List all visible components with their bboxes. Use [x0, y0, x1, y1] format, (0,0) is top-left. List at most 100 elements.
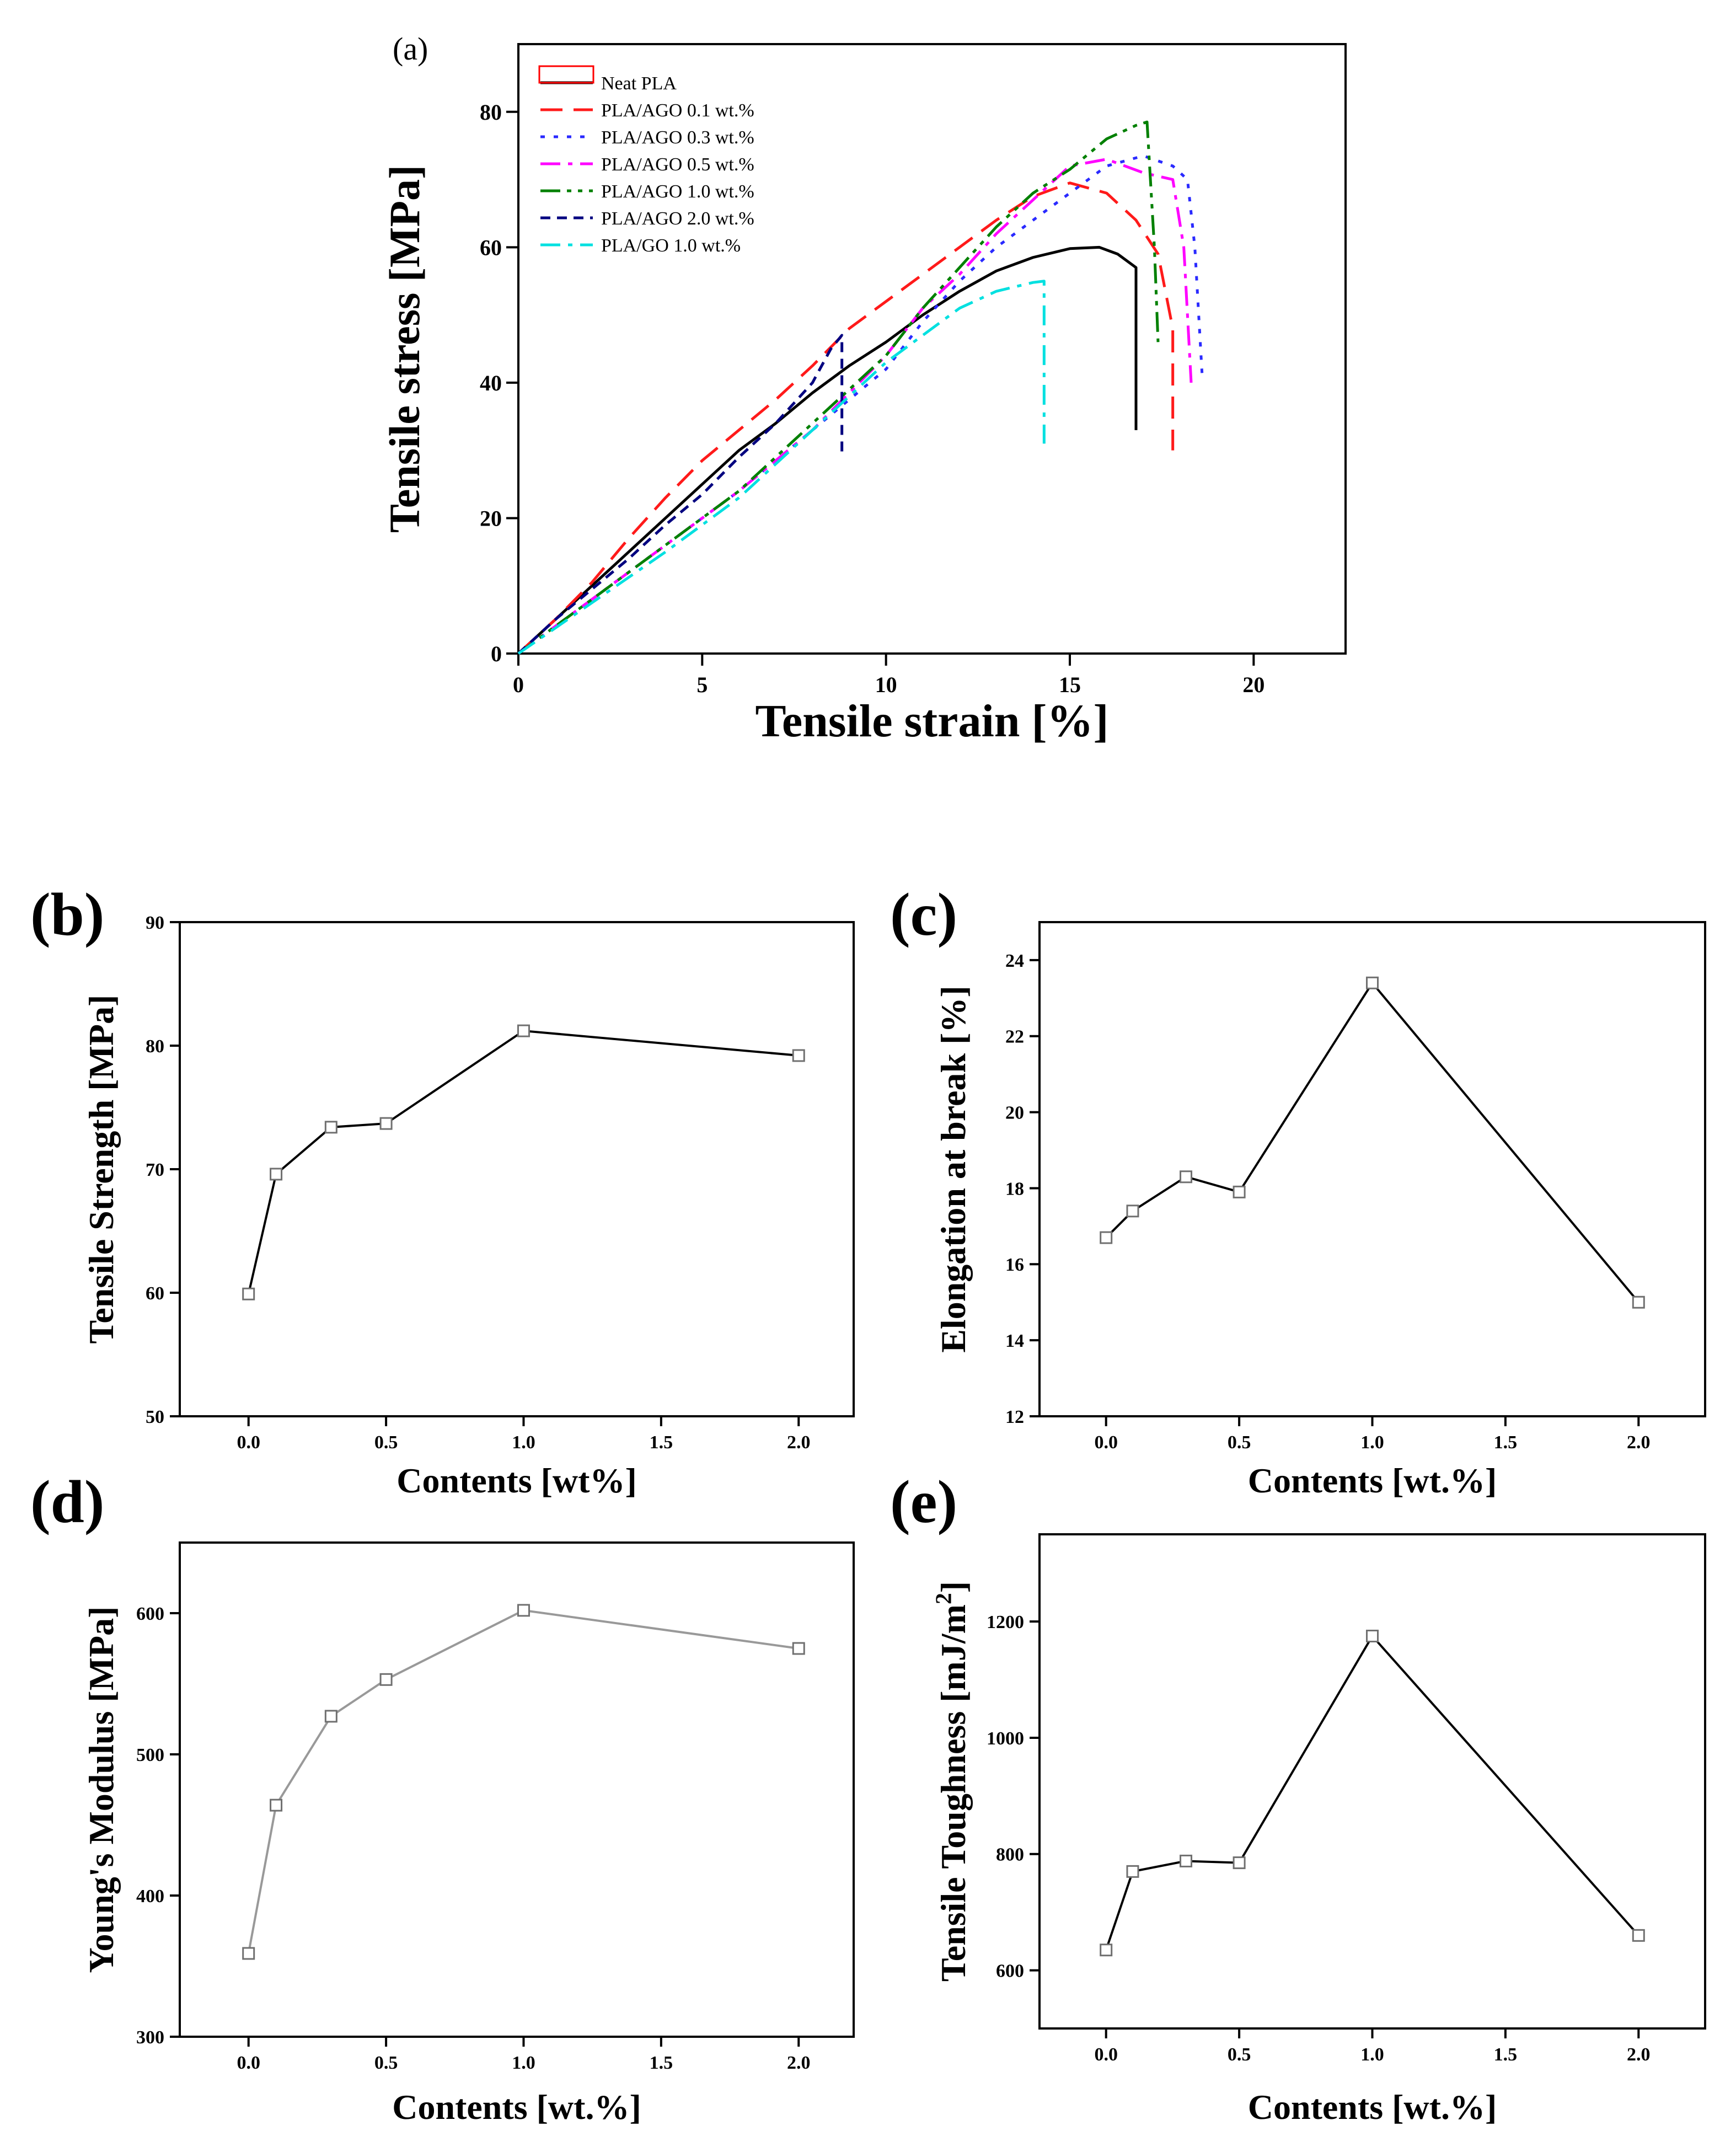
data-line	[247, 1609, 799, 1954]
data-point	[379, 1117, 393, 1130]
panel-label: (b)	[30, 881, 104, 948]
y-tick-label: 1000	[987, 1728, 1024, 1749]
legend-entry: PLA/AGO 0.1 wt.%	[601, 100, 754, 121]
x-tick-label: 0.0	[237, 1432, 260, 1453]
legend-highlight-box	[538, 65, 594, 84]
y-tick-label: 1200	[987, 1612, 1024, 1632]
series-line-4	[517, 158, 1193, 655]
y-tick-label: 14	[1005, 1331, 1024, 1351]
legend-entry: PLA/GO 1.0 wt.%	[601, 235, 741, 256]
chart-panel-2: (b) 0.0 0.5 1.0 1.5 2.0 50 60 70 80 90 Contents [wt…	[30, 881, 855, 1500]
y-tick-label: 500	[136, 1745, 164, 1765]
x-tick-label: 0	[513, 672, 524, 697]
x-tick-label: 0.0	[1094, 1432, 1118, 1453]
data-point	[1632, 1295, 1645, 1309]
data-point	[242, 1947, 255, 1960]
x-tick-label: 1.0	[1360, 1432, 1384, 1453]
panel-label: (e)	[890, 1468, 957, 1535]
data-point	[1100, 1944, 1113, 1957]
plot-frame	[179, 1541, 855, 2038]
y-tick-label: 60	[480, 235, 502, 260]
data-point	[1126, 1204, 1139, 1218]
panel-label: (c)	[890, 881, 957, 948]
y-axis-title-text: Tensile Toughness [mJ/m	[934, 1604, 973, 1982]
legend-entry: PLA/AGO 2.0 wt.%	[601, 208, 754, 229]
x-tick-label: 10	[875, 672, 897, 697]
data-point	[517, 1604, 530, 1617]
data-point	[1366, 1629, 1379, 1642]
x-axis-title: Contents [wt.%]	[1248, 1461, 1497, 1500]
panel-label: (a)	[393, 31, 428, 67]
data-point	[1180, 1170, 1193, 1184]
x-tick-label: 20	[1242, 672, 1265, 697]
data-point	[1100, 1231, 1113, 1244]
x-tick-label: 0.0	[1094, 2044, 1118, 2065]
data-point	[324, 1121, 337, 1134]
series-line-6	[517, 334, 844, 655]
x-tick-label: 5	[696, 672, 708, 697]
x-tick-label: 1.5	[650, 1432, 673, 1453]
data-point	[270, 1168, 283, 1181]
y-tick-label: 20	[1005, 1103, 1024, 1123]
x-tick-label: 2.0	[787, 2053, 811, 2073]
y-tick-label: 300	[136, 2027, 164, 2048]
x-axis-title: Contents [wt.%]	[1248, 2087, 1497, 2127]
y-axis-title-text: Young's Modulus [MPa]	[82, 1607, 121, 1973]
chart-panel-5: (e) 0.0 0.5 1.0 1.5 2.0 600 800 1000 1200 Contents…	[890, 1468, 1706, 2127]
data-point	[792, 1642, 805, 1655]
data-point	[379, 1673, 393, 1686]
y-tick-label: 600	[136, 1604, 164, 1624]
y-axis-title: Young's Modulus [MPa]	[82, 1607, 121, 1973]
data-point	[1366, 976, 1379, 989]
x-tick-label: 1.0	[512, 1432, 535, 1453]
x-axis-title: Tensile strain [%]	[756, 695, 1109, 747]
x-tick-label: 0.5	[1228, 2044, 1251, 2065]
y-tick-label: 800	[996, 1845, 1024, 1865]
y-tick-label: 40	[480, 371, 502, 395]
x-tick-label: 0.5	[374, 2053, 398, 2073]
data-point	[324, 1710, 337, 1723]
chart-panel-3: (c) 0.0 0.5 1.0 1.5 2.0 12 14 16 18 20 22 24 Contents…	[890, 881, 1706, 1500]
data-line	[1105, 981, 1639, 1303]
y-axis-title-end: ]	[934, 1581, 973, 1593]
legend-entry: PLA/AGO 1.0 wt.%	[601, 181, 754, 202]
x-tick-label: 2.0	[1627, 2044, 1651, 2065]
y-axis-title-text: Tensile Strength [MPa]	[82, 995, 121, 1344]
data-point	[1632, 1929, 1645, 1942]
series-line-2	[517, 181, 1175, 655]
x-tick-label: 2.0	[787, 1432, 811, 1453]
panel-label: (d)	[30, 1468, 104, 1535]
x-tick-label: 1.0	[1360, 2044, 1384, 2065]
y-tick-label: 80	[146, 1036, 164, 1057]
x-axis-title: Contents [wt.%]	[392, 2087, 641, 2127]
data-point	[1180, 1854, 1193, 1867]
plot-frame	[517, 43, 1347, 655]
y-axis-title: Elongation at break [%]	[934, 986, 973, 1353]
x-tick-label: 0.5	[374, 1432, 398, 1453]
legend-entry: PLA/AGO 0.5 wt.%	[601, 154, 754, 175]
chart-panel-4: (d) 0.0 0.5 1.0 1.5 2.0 300 400 500 600 Contents […	[30, 1468, 855, 2127]
y-tick-label: 20	[480, 506, 502, 531]
plot-frame	[1038, 1533, 1706, 2030]
chart-panel-1: (a) 0 5 10 15 20 0 20 40 60 80 Tensile strain [%] Te…	[381, 31, 1347, 747]
y-tick-label: 22	[1005, 1027, 1024, 1047]
x-tick-label: 1.0	[512, 2053, 535, 2073]
y-tick-label: 12	[1005, 1407, 1024, 1427]
data-line	[247, 1030, 799, 1294]
y-axis-title-text: Elongation at break [%]	[934, 986, 973, 1353]
y-axis-title-superscript: 2	[930, 1593, 956, 1604]
series-line-1	[517, 245, 1138, 655]
y-tick-label: 24	[1005, 951, 1024, 971]
y-axis-title: Tensile Strength [MPa]	[82, 995, 121, 1344]
y-tick-label: 50	[146, 1407, 164, 1427]
y-tick-label: 70	[146, 1160, 164, 1180]
y-tick-label: 600	[996, 1961, 1024, 1981]
plot-frame	[1038, 921, 1706, 1417]
y-tick-label: 0	[491, 641, 502, 666]
data-point	[1126, 1865, 1139, 1878]
y-tick-label: 90	[146, 913, 164, 933]
series-line-7	[517, 280, 1046, 655]
y-tick-label: 400	[136, 1886, 164, 1907]
y-tick-label: 18	[1005, 1179, 1024, 1199]
data-point	[1233, 1856, 1246, 1870]
